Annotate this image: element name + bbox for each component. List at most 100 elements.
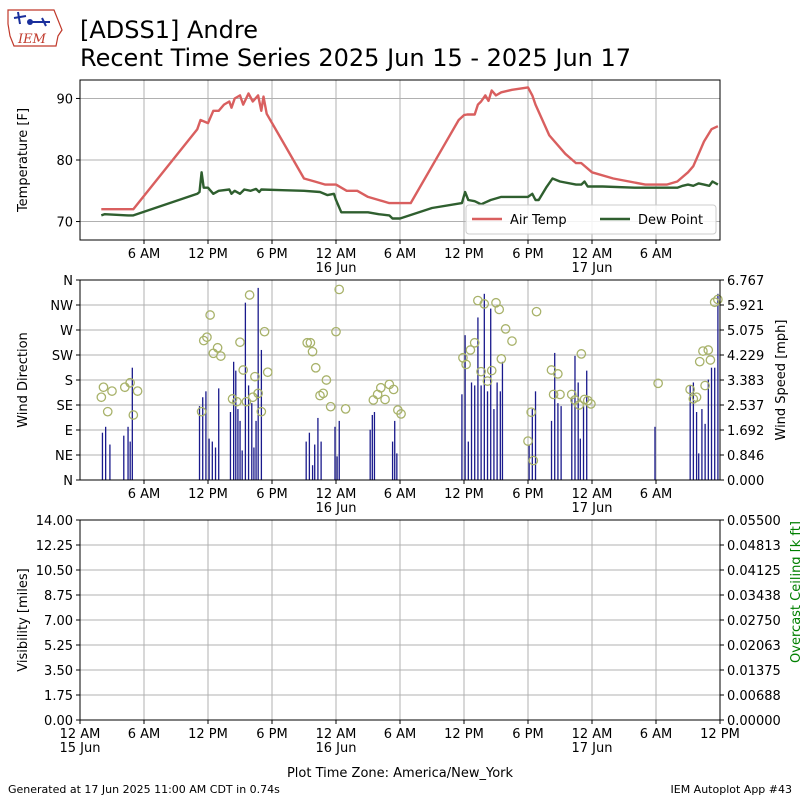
panel-2-x-date-label: 16 Jun [316, 741, 357, 756]
wind-dir-tick-label: N [63, 474, 73, 489]
visibility-tick-label: 0.00 [44, 714, 73, 729]
panel-2-x-date-label: 15 Jun [60, 741, 101, 756]
wind-direction-marker [256, 406, 267, 417]
wind-direction-marker [368, 395, 379, 405]
wind-speed-bar [698, 453, 700, 480]
panel-1-x-tick-label: 12 AM [572, 487, 613, 502]
wind-dir-tick-label: SW [52, 349, 73, 364]
wind-direction-marker [566, 389, 577, 400]
wind-speed-bar [233, 361, 235, 480]
panel-0-x-date-label: 16 Jun [316, 261, 357, 276]
wind-speed-bar [255, 420, 257, 480]
wind-dir-tick-label: S [65, 374, 73, 389]
wind-speed-bar [131, 367, 133, 480]
wind-speed-bar [579, 438, 581, 480]
wind-direction-marker [253, 388, 263, 399]
wind-direction-marker [198, 335, 209, 346]
wind-speed-bar [534, 391, 537, 480]
wind-direction-marker [205, 310, 215, 320]
wind-speed-bar [704, 423, 706, 480]
panel-1-x-tick-label: 6 PM [512, 487, 543, 502]
panel-1-frame [79, 279, 721, 481]
wind-speed-bar [571, 397, 573, 480]
wind-direction-marker [709, 297, 720, 308]
wind-direction-marker [321, 375, 332, 385]
panel-1-x-tick-label: 6 PM [256, 487, 287, 502]
wind-speed-bar [241, 450, 243, 480]
panel-2-x-tick-label: 6 PM [256, 727, 287, 742]
visibility-tick-label: 12.25 [36, 539, 73, 554]
wind-speed-bar [560, 406, 562, 480]
wind-direction-marker [235, 337, 245, 348]
wind-direction-marker [241, 396, 252, 407]
wind-speed-tick-label: 1.692 [727, 424, 764, 439]
wind-speed-bar [490, 308, 492, 480]
logo-text: IEM [17, 32, 47, 47]
wind-direction-marker [703, 345, 714, 355]
wind-direction-marker [548, 389, 559, 400]
wind-direction-marker [500, 324, 511, 334]
wind-speed-bar [260, 349, 263, 480]
wind-direction-marker [302, 337, 313, 348]
wind-speed-bar [574, 355, 576, 480]
wind-direction-marker [496, 354, 507, 364]
wind-direction-marker [380, 394, 390, 405]
visibility-tick-label: 7.00 [44, 614, 73, 629]
wind-speed-bar [123, 435, 125, 480]
panel-0-x-tick-label: 12 AM [572, 247, 613, 262]
wind-speed-tick-label: 2.537 [727, 399, 764, 414]
air-temp-line [101, 86, 719, 211]
wind-direction-marker [305, 337, 316, 348]
wind-direction-marker [259, 326, 270, 337]
wind-speed-bar [229, 412, 232, 480]
wind-speed-bar [320, 441, 322, 480]
wind-speed-bar [338, 420, 340, 480]
visibility-tick-label: 10.50 [36, 564, 73, 579]
wind-speed-bar [577, 382, 579, 480]
wind-speed-bar [305, 441, 307, 480]
wind-speed-bar [714, 367, 716, 480]
ceiling-axis-label: Overcast Ceiling [k ft] [789, 521, 800, 663]
panel-2-x-tick-label: 6 AM [128, 727, 161, 742]
panel-0-x-tick-label: 6 AM [384, 247, 417, 262]
wind-speed-bar [373, 412, 376, 480]
wind-speed-bar [109, 444, 111, 480]
wind-speed-bar [317, 417, 319, 480]
visibility-tick-label: 14.00 [36, 514, 73, 529]
wind-speed-bar [336, 456, 338, 480]
wind-direction-marker [465, 345, 476, 355]
ceiling-tick-label: 0.03438 [727, 589, 781, 604]
temp-y-tick-label: 80 [56, 154, 73, 169]
wind-speed-bar [717, 293, 719, 480]
wind-direction-marker [555, 389, 565, 400]
panel-1-x-tick-label: 6 AM [640, 487, 673, 502]
iem-logo: IEM [6, 6, 66, 50]
panel-2-x-tick-label: 12 PM [700, 727, 740, 742]
wind-direction-marker [486, 365, 497, 376]
wind-speed-bar [654, 426, 656, 480]
wind-speed-bar [557, 403, 559, 480]
wind-speed-bar [334, 426, 336, 480]
wind-direction-marker [125, 377, 135, 388]
panel-2-x-tick-label: 6 AM [384, 727, 417, 742]
wind-direction-marker [215, 351, 226, 361]
wind-direction-marker [334, 284, 345, 295]
wind-speed-bar [129, 441, 131, 480]
wind-speed-bar [586, 370, 588, 480]
temp-legend-box [465, 204, 717, 235]
wind-speed-bar [244, 302, 247, 480]
autoplot-app-label: IEM Autoplot App #43 [670, 783, 793, 796]
panel-2-x-tick-label: 12 AM [316, 727, 357, 742]
wind-direction-marker [694, 356, 705, 367]
wind-speed-bar [394, 420, 396, 480]
ceiling-tick-label: 0.04813 [727, 539, 781, 554]
panel-1-x-date-label: 16 Jun [316, 501, 357, 516]
panel-0-x-tick-label: 12 PM [444, 247, 484, 262]
wind-speed-bar [692, 382, 695, 480]
wind-speed-bar [710, 367, 713, 480]
wind-speed-bar [550, 420, 553, 480]
wind-speed-bar [486, 391, 489, 480]
wind-direction-marker [119, 382, 130, 393]
wind-speed-bar [470, 382, 473, 480]
wind-direction-marker [331, 326, 341, 337]
